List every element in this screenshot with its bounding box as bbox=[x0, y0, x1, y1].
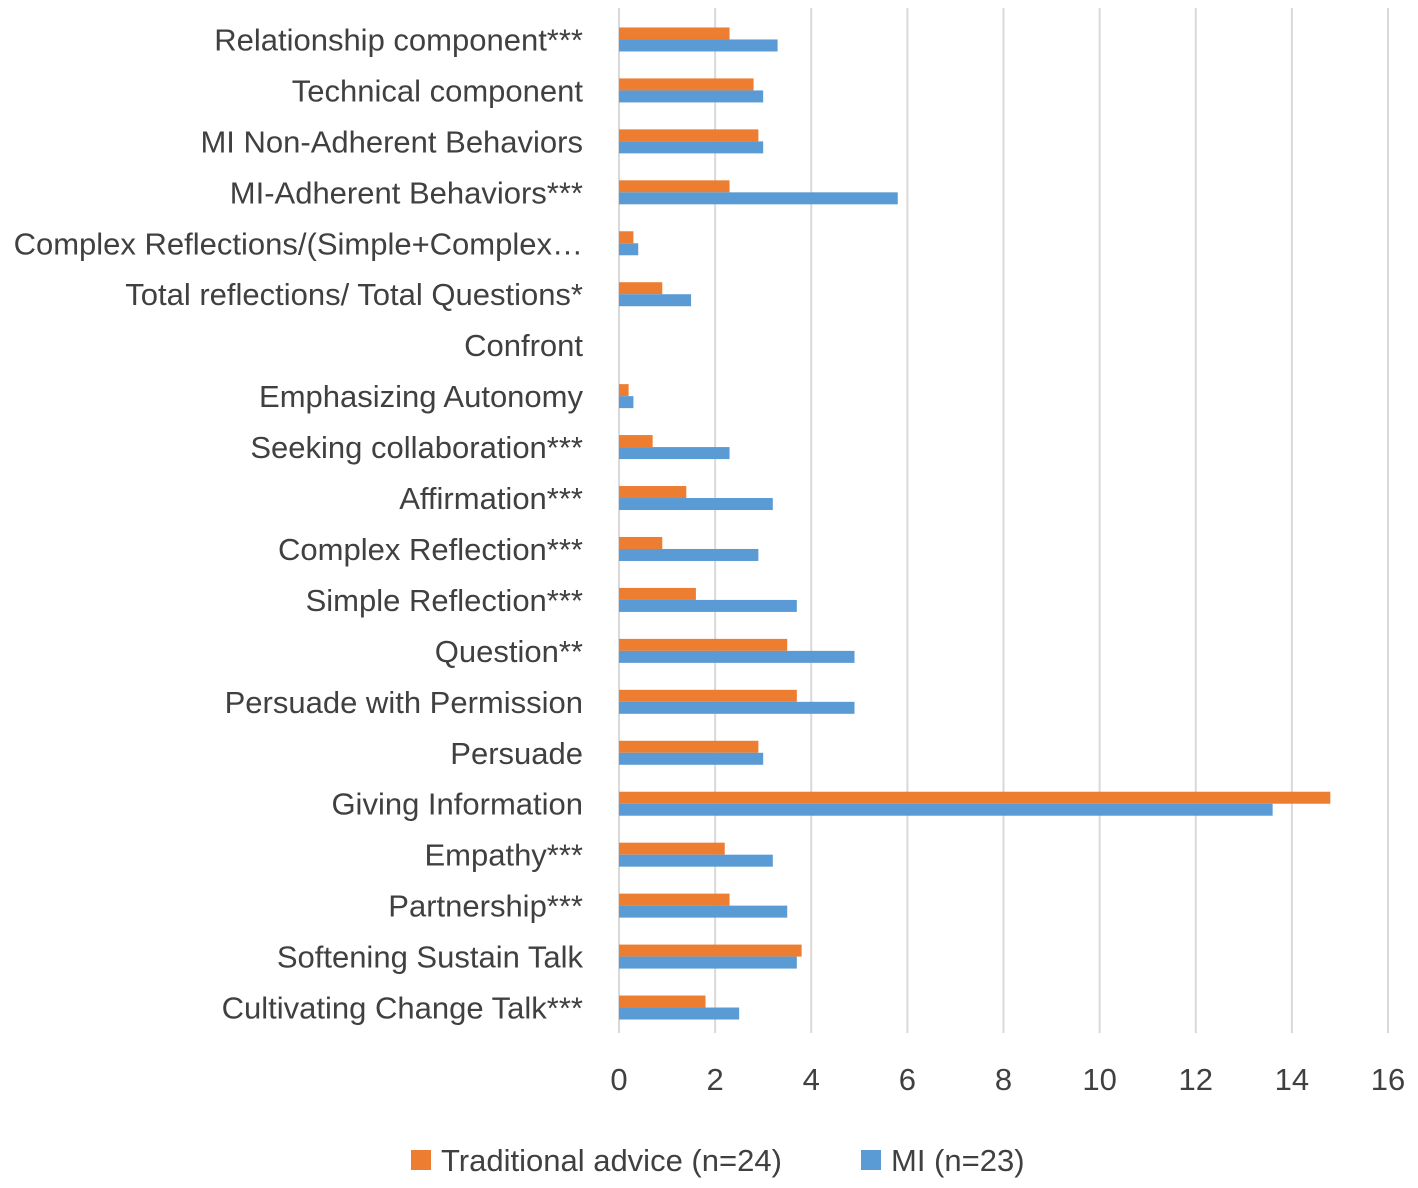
bar-mi-8 bbox=[619, 447, 730, 460]
bar-mi-10 bbox=[619, 548, 759, 561]
category-label: Partnership*** bbox=[388, 889, 583, 924]
bar-traditional-8 bbox=[619, 435, 653, 448]
bar-mi-4 bbox=[619, 243, 639, 256]
bar-traditional-0 bbox=[619, 27, 730, 40]
bar-traditional-5 bbox=[619, 282, 663, 295]
category-label: Confront bbox=[464, 328, 583, 363]
bar-mi-11 bbox=[619, 599, 797, 612]
bar-traditional-13 bbox=[619, 689, 797, 702]
bar-mi-12 bbox=[619, 650, 855, 663]
bar-mi-7 bbox=[619, 396, 634, 409]
bar-traditional-18 bbox=[619, 944, 802, 957]
bar-mi-1 bbox=[619, 90, 764, 103]
category-label: Affirmation*** bbox=[399, 481, 583, 516]
legend-swatch-traditional bbox=[411, 1150, 431, 1170]
category-label: Empathy*** bbox=[424, 838, 583, 873]
category-label: MI-Adherent Behaviors*** bbox=[230, 175, 583, 210]
bar-mi-14 bbox=[619, 752, 764, 765]
x-tick-label: 2 bbox=[707, 1062, 724, 1097]
bar-traditional-17 bbox=[619, 893, 730, 906]
bar-mi-3 bbox=[619, 192, 898, 205]
bar-traditional-1 bbox=[619, 78, 754, 91]
x-tick-label: 14 bbox=[1275, 1062, 1309, 1097]
bar-traditional-2 bbox=[619, 129, 759, 142]
bar-mi-15 bbox=[619, 803, 1273, 816]
legend: Traditional advice (n=24) MI (n=23) bbox=[411, 1143, 1025, 1178]
category-label: Softening Sustain Talk bbox=[277, 940, 584, 975]
x-tick-label: 8 bbox=[995, 1062, 1012, 1097]
bar-mi-16 bbox=[619, 854, 773, 867]
bar-mi-2 bbox=[619, 141, 764, 154]
legend-label-traditional: Traditional advice (n=24) bbox=[441, 1143, 782, 1178]
legend-swatch-mi bbox=[861, 1150, 881, 1170]
category-label: Complex Reflections/(Simple+Complex… bbox=[14, 226, 583, 261]
bar-traditional-9 bbox=[619, 486, 687, 499]
bar-mi-5 bbox=[619, 294, 692, 307]
x-tick-label: 4 bbox=[803, 1062, 820, 1097]
category-label: Emphasizing Autonomy bbox=[259, 379, 583, 414]
bar-mi-17 bbox=[619, 905, 788, 918]
bar-traditional-7 bbox=[619, 384, 629, 397]
bar-traditional-11 bbox=[619, 587, 696, 600]
category-label: Total reflections/ Total Questions* bbox=[125, 277, 583, 312]
bar-mi-13 bbox=[619, 701, 855, 714]
x-tick-label: 16 bbox=[1371, 1062, 1405, 1097]
bar-traditional-10 bbox=[619, 536, 663, 549]
category-label: Complex Reflection*** bbox=[278, 532, 583, 567]
legend-label-mi: MI (n=23) bbox=[891, 1143, 1025, 1178]
category-label: Persuade with Permission bbox=[225, 685, 583, 720]
bar-traditional-4 bbox=[619, 231, 634, 244]
x-axis-ticks: 0 2 4 6 8 10 12 14 16 bbox=[610, 1062, 1405, 1097]
bar-traditional-12 bbox=[619, 638, 788, 651]
category-label: Question** bbox=[435, 634, 583, 669]
bar-mi-18 bbox=[619, 956, 797, 969]
category-labels: Relationship component*** Technical compo… bbox=[14, 22, 584, 1025]
category-label: Seeking collaboration*** bbox=[250, 430, 583, 465]
category-label: Cultivating Change Talk*** bbox=[222, 991, 583, 1026]
category-label: Simple Reflection*** bbox=[306, 583, 583, 618]
category-label: Giving Information bbox=[331, 787, 583, 822]
bar-traditional-15 bbox=[619, 791, 1331, 804]
x-tick-label: 10 bbox=[1082, 1062, 1116, 1097]
bar-mi-19 bbox=[619, 1007, 740, 1020]
category-label: Technical component bbox=[292, 73, 584, 108]
gridlines bbox=[618, 8, 1389, 1033]
bar-traditional-14 bbox=[619, 740, 759, 753]
bar-traditional-3 bbox=[619, 180, 730, 193]
category-label: Persuade bbox=[450, 736, 583, 771]
bar-mi-9 bbox=[619, 498, 773, 511]
x-tick-label: 6 bbox=[899, 1062, 916, 1097]
category-label: MI Non-Adherent Behaviors bbox=[200, 124, 583, 159]
x-tick-label: 0 bbox=[610, 1062, 627, 1097]
category-label: Relationship component*** bbox=[214, 22, 583, 57]
x-tick-label: 12 bbox=[1179, 1062, 1213, 1097]
bar-mi-0 bbox=[619, 39, 778, 52]
bars bbox=[619, 27, 1331, 1020]
bar-traditional-19 bbox=[619, 995, 706, 1008]
bar-traditional-16 bbox=[619, 842, 725, 855]
